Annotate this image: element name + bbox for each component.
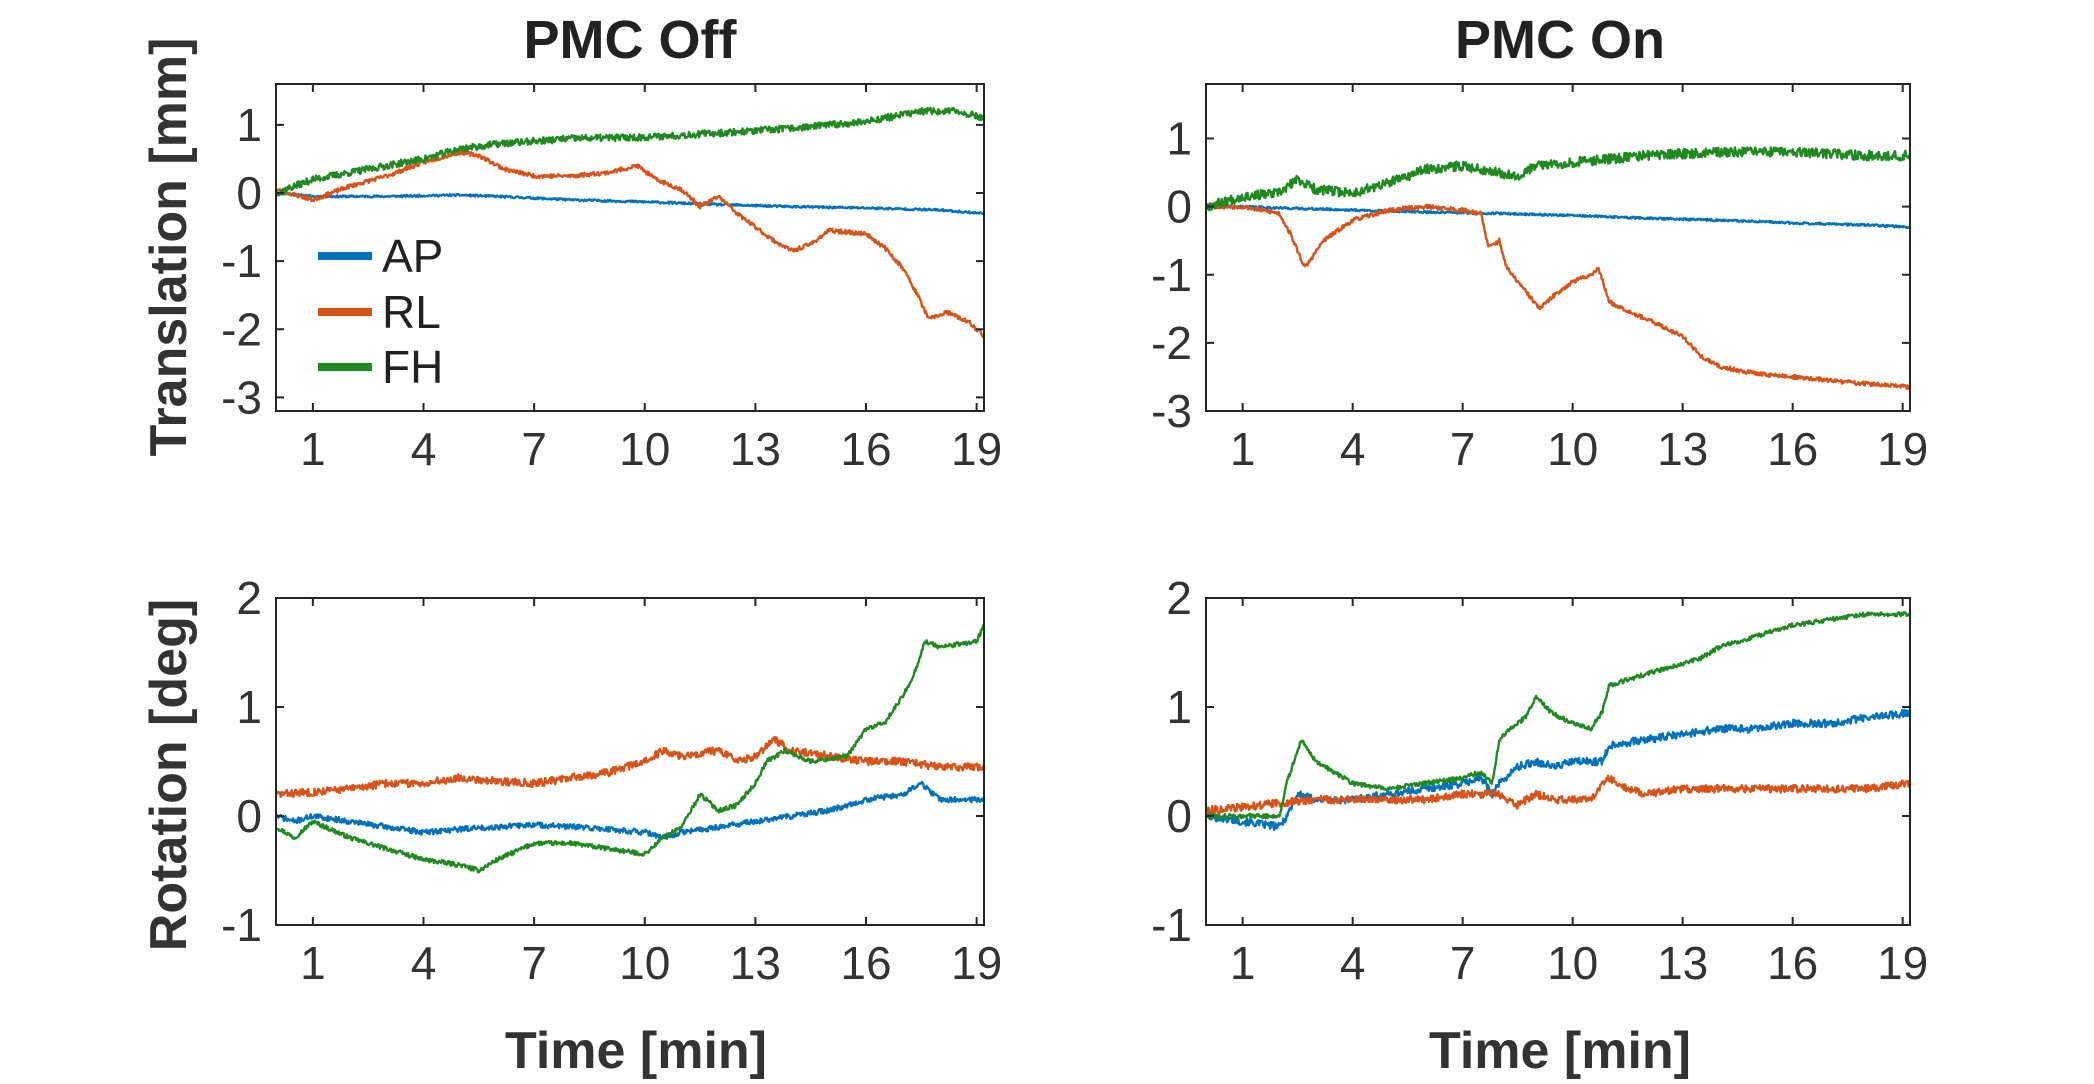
panel-rotation-pmc-off: Rotation [deg] Time [min] 1 4 7 10 13 16 19 -1 0…	[140, 572, 1002, 1080]
x-tick-label: 19	[1877, 937, 1928, 989]
x-tick-label: 16	[840, 937, 891, 989]
series-line-ap	[276, 191, 984, 216]
series-line-fh	[1206, 146, 1910, 212]
panel-title: PMC On	[1455, 10, 1665, 70]
y-tick-label: -1	[1151, 249, 1192, 301]
legend: AP RL FH	[318, 230, 443, 393]
y-tick-label: 2	[1166, 572, 1192, 624]
series-group	[1206, 146, 1910, 391]
legend-label-ap: AP	[382, 230, 443, 282]
series-line-rl	[1206, 774, 1910, 815]
series-group	[1206, 611, 1910, 832]
x-tick-label: 13	[1657, 423, 1708, 475]
panel-rotation-pmc-on: Time [min] 1 4 7 10 13 16 19 -1 0 1 2	[1151, 572, 1928, 1080]
series-line-ap	[1206, 204, 1910, 230]
x-tick-label: 7	[1450, 423, 1476, 475]
y-tick-label: -2	[221, 303, 262, 355]
y-axis-label: Translation [mm]	[140, 38, 198, 457]
x-tick-label: 10	[1547, 937, 1598, 989]
series-line-fh	[276, 624, 984, 874]
axes-box	[1205, 597, 1911, 926]
y-tick-label: 1	[236, 681, 262, 733]
series-line-ap	[1206, 708, 1910, 832]
legend-label-fh: FH	[382, 341, 443, 393]
series-line-rl	[1206, 203, 1910, 391]
y-tick-label: -3	[1151, 385, 1192, 437]
series-line-rl	[276, 735, 984, 798]
x-tick-label: 10	[619, 937, 670, 989]
x-tick-label: 7	[521, 423, 547, 475]
x-tick-label: 13	[730, 423, 781, 475]
x-tick-label: 19	[1877, 423, 1928, 475]
x-tick-label: 4	[1340, 937, 1366, 989]
x-tick-label: 16	[1767, 937, 1818, 989]
x-tick-label: 1	[1230, 423, 1256, 475]
x-tick-label: 7	[1450, 937, 1476, 989]
x-axis-label: Time [min]	[1429, 1022, 1691, 1080]
x-tick-label: 1	[1230, 937, 1256, 989]
x-tick-label: 16	[840, 423, 891, 475]
x-axis-label: Time [min]	[505, 1022, 767, 1080]
panel-translation-pmc-off: PMC Off Translation [mm] 1 4 7 10 13 16 19-3-2…	[140, 10, 1002, 475]
y-tick-label: -1	[1151, 899, 1192, 951]
y-tick-label: 1	[236, 99, 262, 151]
y-tick-label: -1	[221, 899, 262, 951]
panel-title: PMC Off	[524, 10, 738, 70]
y-tick-label: 0	[236, 167, 262, 219]
x-tick-label: 19	[951, 423, 1002, 475]
series-line-rl	[276, 149, 984, 339]
y-tick-label: 2	[236, 572, 262, 624]
y-tick-label: -2	[1151, 317, 1192, 369]
x-tick-label: 4	[411, 423, 437, 475]
y-tick-label: -3	[221, 371, 262, 423]
x-tick-label: 4	[1340, 423, 1366, 475]
x-tick-label: 10	[1547, 423, 1598, 475]
x-tick-label: 13	[1657, 937, 1708, 989]
series-group	[276, 106, 984, 339]
y-tick-label: 1	[1166, 681, 1192, 733]
y-axis-label: Rotation [deg]	[140, 599, 198, 951]
x-tick-label: 16	[1767, 423, 1818, 475]
x-tick-label: 10	[619, 423, 670, 475]
y-tick-label: 1	[1166, 113, 1192, 165]
y-tick-label: 0	[1166, 181, 1192, 233]
x-tick-label: 13	[730, 937, 781, 989]
x-tick-label: 19	[951, 937, 1002, 989]
series-line-fh	[276, 106, 984, 197]
series-line-ap	[276, 780, 984, 840]
y-tick-label: 0	[1166, 790, 1192, 842]
x-tick-label: 4	[411, 937, 437, 989]
x-tick-label: 7	[521, 937, 547, 989]
y-tick-label: -1	[221, 235, 262, 287]
series-line-fh	[1206, 611, 1910, 820]
axes-box	[1205, 83, 1911, 412]
legend-label-rl: RL	[382, 286, 441, 338]
y-tick-label: 0	[236, 790, 262, 842]
axes-box	[275, 83, 985, 412]
series-group	[276, 624, 984, 874]
x-tick-label: 1	[300, 423, 326, 475]
x-tick-label: 1	[300, 937, 326, 989]
axes-box	[275, 597, 985, 926]
panel-translation-pmc-on: PMC On 1 4 7 10 13 16 19 -3 -2 -1 0 1	[1151, 10, 1928, 475]
